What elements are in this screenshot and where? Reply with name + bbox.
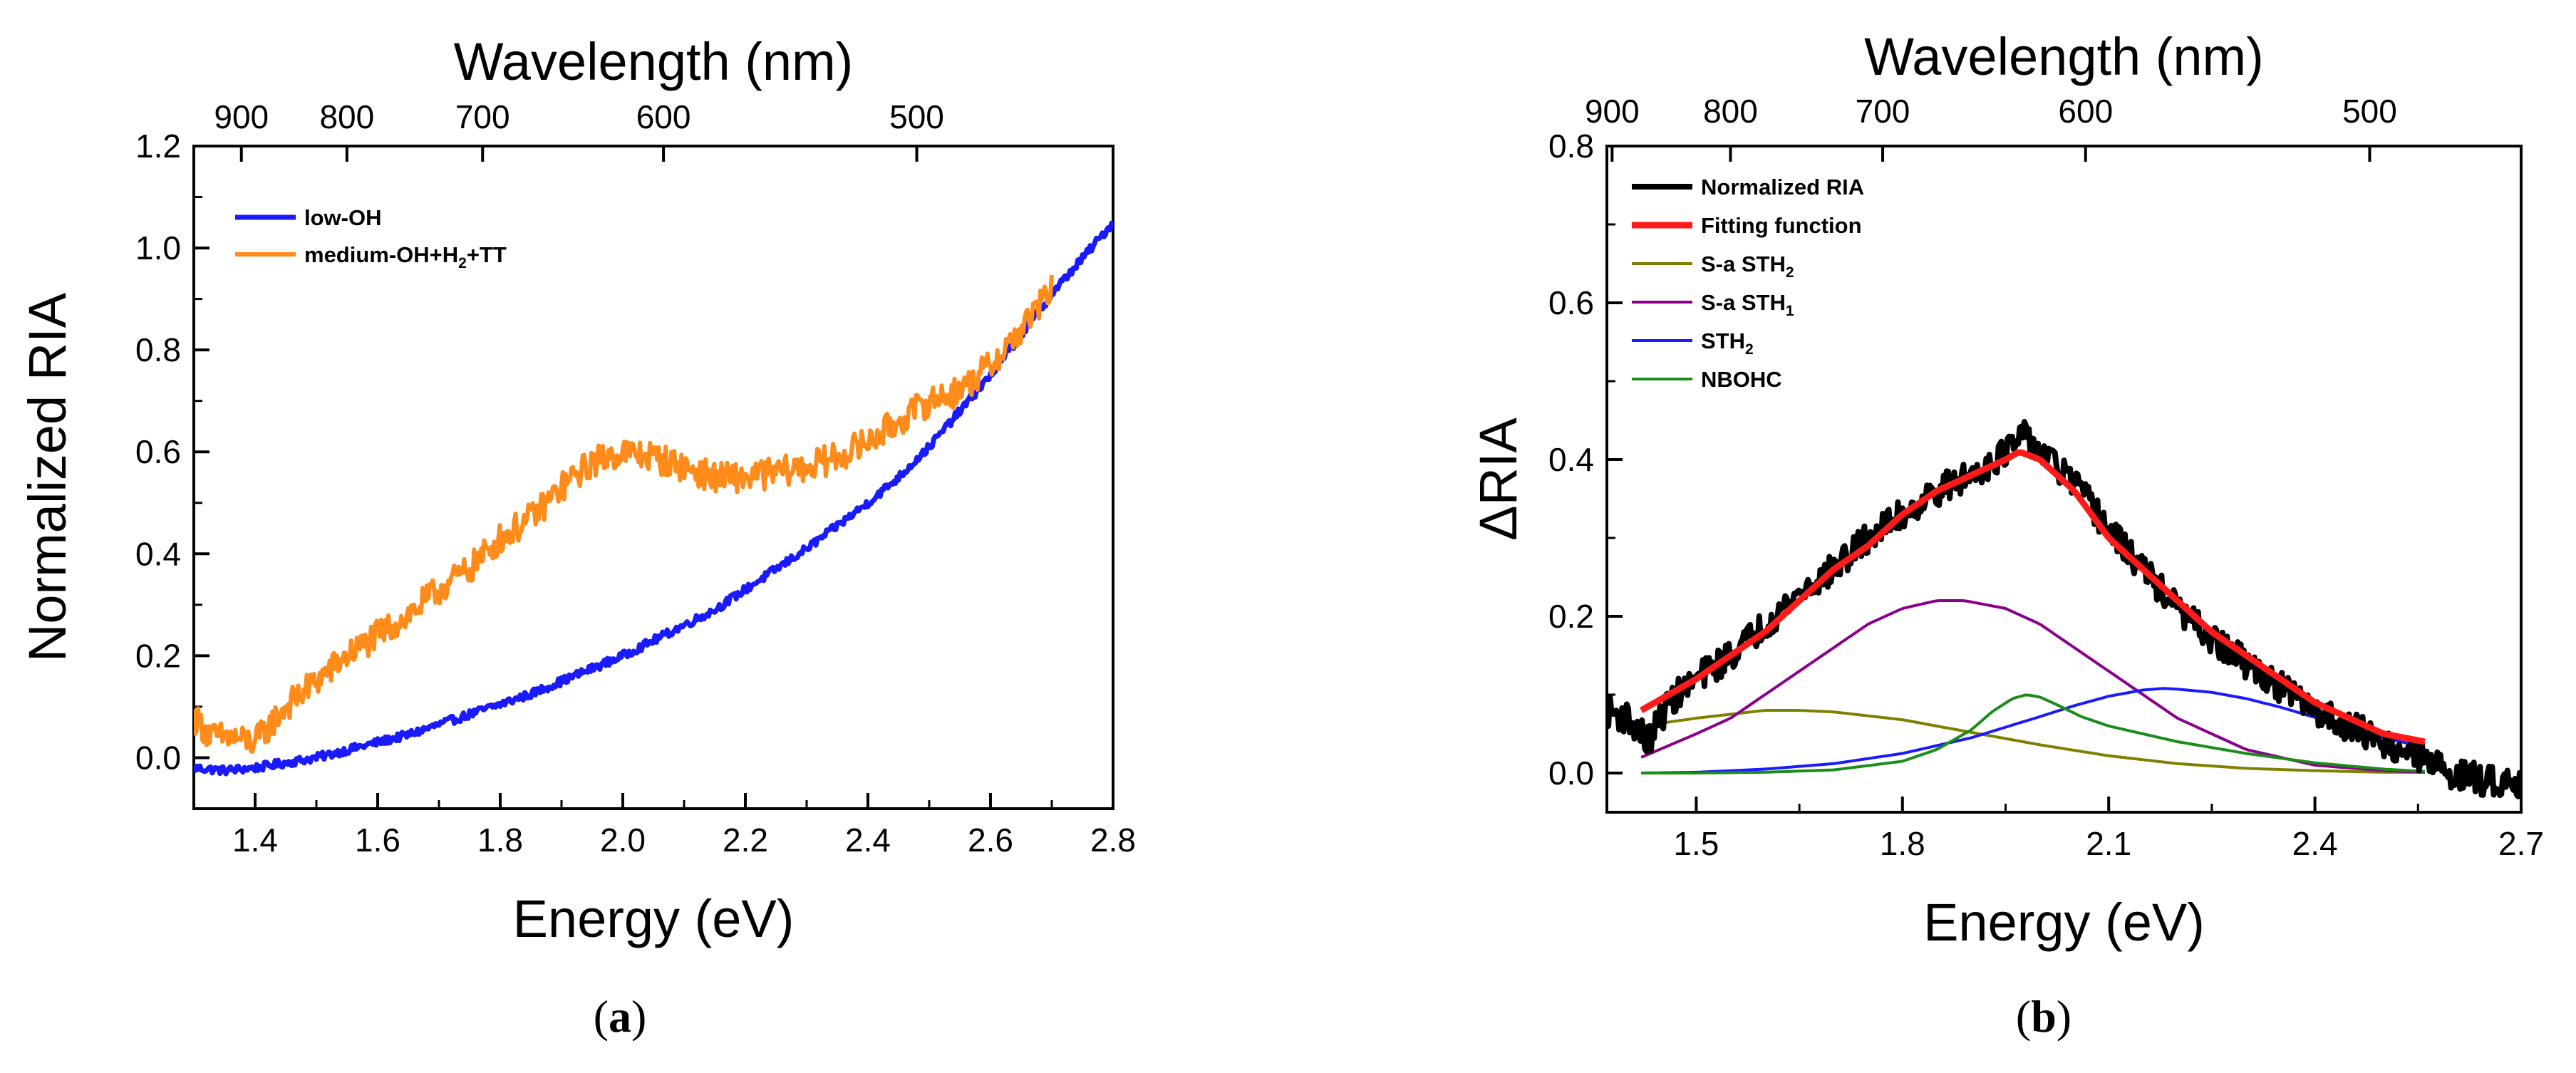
caption-a-open: ( [594,991,609,1042]
panel-a-plot-frame [192,145,1114,810]
panel-b-plot-frame [1605,145,2523,814]
panel-a-legend-label-1: medium-OH+H2+TT [304,242,507,271]
panel-b-legend-label-2: S-a STH2 [1701,252,1794,281]
panel-b-legend-label-3: S-a STH1 [1701,290,1794,319]
panel-b-top-tick-label-2: 700 [1856,93,1910,130]
panel-a-xtick-label-0: 1.4 [232,821,278,859]
panel-b-series-fitting-function [1639,449,2426,745]
caption-a-close: ) [631,991,646,1042]
panel-a-chart: 1.4 1.6 1.8 2.0 2.2 2.4 2.6 2.8 0.0 0.2 0.4 0.6 0.8 1… [18,32,1136,948]
panel-b-top-tick-label-3: 600 [2058,93,2113,130]
panel-b-legend-label-1-main: Fitting function [1701,213,1862,238]
caption-b-open: ( [2016,991,2031,1042]
panel-a-ytick-label-5: 1.0 [135,229,181,266]
panel-a-legend-label-1-sub: 2 [458,255,467,271]
panel-b-xtick-label-0: 1.5 [1673,825,1719,862]
panel-a-top-tick-label-3: 600 [636,98,691,135]
panel-a-xlabel: Energy (eV) [513,889,795,948]
panel-a-ylabel: Normalized RIA [18,292,77,662]
panel-a-legend-label-1-tail: +TT [467,242,507,267]
panel-b-top-tick-label-4: 500 [2342,93,2397,130]
panel-a-ytick-label-1: 0.2 [135,637,181,674]
panel-b-top-xlabel: Wavelength (nm) [1864,27,2264,86]
panel-b-series-normalized-ria [1607,419,2521,799]
panel-a-legend-label-0-main: low-OH [304,205,382,230]
panel-a-ytick-label-2: 0.4 [135,535,181,572]
panel-a-top-xlabel: Wavelength (nm) [454,32,854,91]
caption-b-close: ) [2057,991,2071,1042]
panel-b-legend-label-4-sub: 2 [1745,341,1754,358]
panel-b-ytick-label-4: 0.8 [1548,128,1594,165]
caption-a-letter: a [609,991,631,1042]
panel-a-xtick-label-5: 2.4 [845,821,891,859]
panel-b-ylabel: ΔRIA [1469,417,1528,540]
panel-a-xtick-label-1: 1.6 [355,821,400,859]
panel-a-legend-label-0: low-OH [304,205,382,230]
panel-b-legend-label-5-main: NBOHC [1701,367,1782,392]
panel-b-legend-label-2-main: S-a STH [1701,252,1786,276]
panel-b-legend-label-0: Normalized RIA [1701,175,1864,199]
panel-b-legend-label-0-main: Normalized RIA [1701,175,1864,199]
panel-b-legend-label-5: NBOHC [1701,367,1782,392]
panel-b-legend-label-3-main: S-a STH [1701,290,1786,315]
panel-b-top-tick-label-1: 800 [1703,93,1758,130]
panel-b-xlabel: Energy (eV) [1923,893,2205,952]
panel-a-ytick-label-3: 0.6 [135,433,181,470]
panel-a-xtick-label-6: 2.6 [968,821,1013,859]
panel-b-top-tick-label-0: 900 [1585,93,1640,130]
panel-a-top-tick-label-1: 800 [319,98,374,135]
panel-a-ytick-label-4: 0.8 [135,331,181,368]
panel-b-xtick-label-3: 2.4 [2292,825,2338,862]
panel-a-xtick-label-2: 1.8 [477,821,523,859]
caption-a: (a) [594,991,647,1042]
panel-b-legend-label-2-sub: 2 [1786,264,1794,281]
panel-a-ytick-label-0: 0.0 [135,739,181,776]
panel-b-xtick-label-4: 2.7 [2498,825,2544,862]
caption-b: (b) [2016,991,2071,1042]
panel-b-legend-label-1: Fitting function [1701,213,1862,238]
panel-a-legend-label-1-main: medium-OH+H [304,242,458,267]
panel-a-xtick-label-3: 2.0 [600,821,646,859]
panel-a-xtick-label-4: 2.2 [723,821,768,859]
panel-a-xtick-label-7: 2.8 [1090,821,1136,859]
panel-a-top-tick-label-4: 500 [889,98,944,135]
panel-b-series-nbohc [1641,693,2426,774]
panel-b-ytick-label-1: 0.2 [1548,598,1594,635]
panel-a-top-tick-label-2: 700 [455,98,510,135]
panel-b-legend-label-3-sub: 1 [1786,303,1794,319]
caption-b-letter: b [2031,991,2057,1042]
panel-b-ytick-label-2: 0.4 [1548,441,1594,478]
panel-a-series-low-oh [194,220,1113,777]
panel-b-legend-label-4: STH2 [1701,328,1754,358]
panel-b-series-s-a-sth2 [1640,709,2425,774]
panel-b-xtick-label-2: 2.1 [2086,825,2131,862]
panel-b-xtick-label-1: 1.8 [1880,825,1925,862]
panel-a-top-tick-label-0: 900 [214,98,269,135]
panel-b-legend-label-4-main: STH [1701,328,1745,353]
panel-b-ytick-label-0: 0.0 [1548,755,1594,792]
panel-a-series-medium-oh-h2-tt [194,274,1054,754]
panel-a-ytick-label-6: 1.2 [135,128,181,165]
panel-b-series-sth2 [1641,687,2426,774]
panel-b-ytick-label-3: 0.6 [1548,284,1594,321]
